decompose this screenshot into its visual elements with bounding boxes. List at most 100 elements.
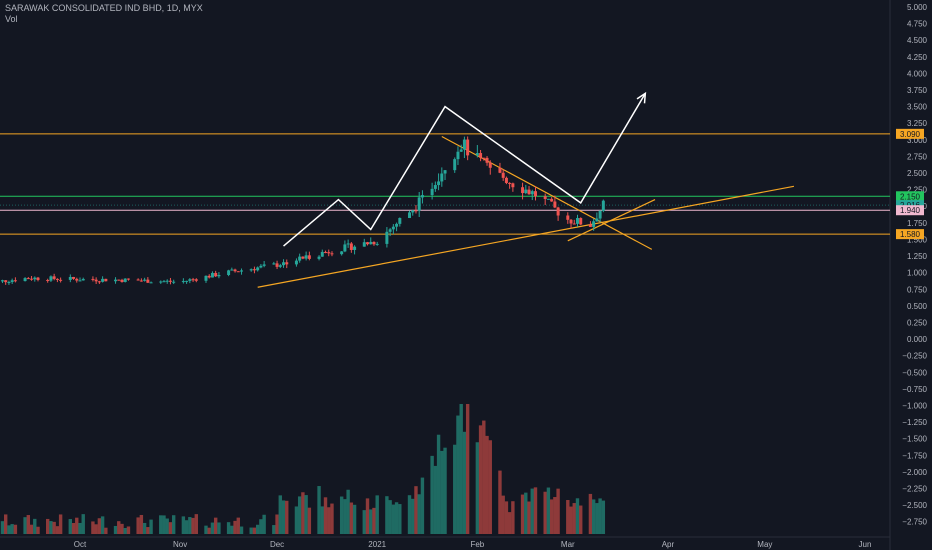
volume-bar <box>365 498 370 534</box>
price-level-badge <box>896 191 924 202</box>
candle-body <box>366 242 370 245</box>
volume-bar <box>26 515 31 534</box>
volume-bar <box>591 499 596 534</box>
volume-bar <box>414 486 418 534</box>
volume-bar <box>301 492 305 534</box>
price-tick-label: 1.750 <box>907 219 928 228</box>
candle-body <box>262 264 266 266</box>
candle-body <box>159 281 163 283</box>
volume-bar <box>430 455 434 534</box>
volume-bar <box>204 525 208 534</box>
volume-bar <box>579 505 583 534</box>
candle-body <box>575 218 579 224</box>
candle-body <box>569 219 573 224</box>
candle-body <box>207 275 211 278</box>
candle-body <box>579 218 583 225</box>
trendline <box>257 185 795 288</box>
candle-body <box>395 223 399 227</box>
volume-bar <box>317 486 321 534</box>
candle-body <box>372 241 376 245</box>
volume-bar <box>7 525 11 534</box>
price-level-badge <box>896 128 924 139</box>
candle-body <box>595 218 599 222</box>
candle-body <box>278 265 282 267</box>
candle-body <box>188 279 192 281</box>
trendline <box>567 199 656 242</box>
volume-bar <box>230 525 234 534</box>
volume-bar <box>520 494 525 534</box>
volume-bar <box>304 495 308 534</box>
volume-bar <box>259 519 263 534</box>
time-tick-label: Feb <box>470 540 484 549</box>
volume-layer <box>0 404 606 534</box>
time-axis[interactable]: Oct Nov Dec 2021 Feb Mar Apr May Jun <box>74 540 872 549</box>
volume-bar <box>330 503 334 534</box>
volume-bar <box>149 519 153 534</box>
volume-bar <box>440 450 444 534</box>
volume-bar <box>13 524 18 534</box>
volume-bar <box>52 521 56 534</box>
volume-bar <box>372 507 376 534</box>
price-tick-label: 1.250 <box>907 252 928 261</box>
candle-body <box>275 263 279 267</box>
time-tick-label: Jun <box>859 540 872 549</box>
candle-body <box>340 251 344 255</box>
volume-bar <box>595 503 599 534</box>
candle-body <box>443 170 447 174</box>
candle-body <box>191 279 195 281</box>
price-tick-label: 3.500 <box>907 103 928 112</box>
candle-body <box>104 278 108 282</box>
candle-body <box>52 276 56 279</box>
volume-bar <box>566 500 570 534</box>
candle-body <box>327 252 331 254</box>
candle-body <box>501 172 505 178</box>
candle-body <box>482 157 486 159</box>
candle-body <box>456 151 460 160</box>
candle-body <box>440 173 444 182</box>
price-tick-label: 4.750 <box>907 20 928 29</box>
candle-body <box>46 279 50 281</box>
volume-bar <box>391 504 396 534</box>
volume-bar <box>78 522 82 534</box>
candle-body <box>598 210 602 219</box>
volume-bar <box>601 500 606 534</box>
candle-body <box>114 279 118 282</box>
volume-label: Vol <box>5 14 18 24</box>
candle-body <box>369 241 373 245</box>
candle-body <box>437 181 441 186</box>
volume-bar <box>420 477 425 534</box>
volume-bar <box>159 515 163 534</box>
price-axis[interactable]: 5.000 4.750 4.500 4.250 4.000 3.750 3.500 3.250… <box>896 3 928 527</box>
candle-body <box>346 243 350 245</box>
volume-bar <box>407 495 412 534</box>
volume-bar <box>10 524 14 534</box>
candle-body <box>210 272 214 278</box>
candle-body <box>165 280 169 282</box>
candle-body <box>10 280 14 283</box>
candle-body <box>214 272 218 277</box>
volume-bar <box>117 521 121 534</box>
price-tick-label: 3.250 <box>907 119 928 128</box>
volume-bar <box>598 498 602 534</box>
volume-bar <box>181 516 186 534</box>
candle-body <box>543 196 547 200</box>
candle-body <box>479 153 483 158</box>
candle-body <box>172 281 176 283</box>
candle-body <box>181 281 185 283</box>
volume-bar <box>488 440 492 534</box>
volume-bar <box>388 500 392 534</box>
price-tick-label: 4.250 <box>907 53 928 62</box>
zigzag-projection <box>283 92 646 247</box>
time-tick-label: 2021 <box>368 540 386 549</box>
candle-body <box>227 270 231 275</box>
candle-body <box>453 159 457 171</box>
candle-body <box>33 277 37 280</box>
volume-bar <box>411 498 415 534</box>
candle-body <box>601 200 605 211</box>
volume-bar <box>320 506 324 534</box>
price-tick-label: 2.750 <box>907 152 928 161</box>
price-tick-label: −1.000 <box>902 401 927 410</box>
volume-bar <box>294 506 299 534</box>
